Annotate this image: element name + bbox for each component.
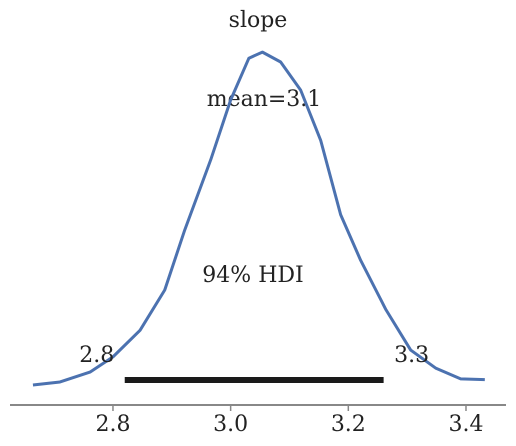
chart-title: slope	[229, 8, 288, 33]
density-line	[32, 50, 485, 387]
hdi-high-label: 3.3	[394, 343, 429, 368]
x-tick-label: 2.8	[95, 412, 130, 437]
x-tick-label: 3.2	[331, 412, 366, 437]
hdi-label: 94% HDI	[202, 263, 303, 288]
x-tick-label: 3.4	[448, 412, 483, 437]
x-tick-label: 3.0	[213, 412, 248, 437]
hdi-low-label: 2.8	[79, 343, 114, 368]
